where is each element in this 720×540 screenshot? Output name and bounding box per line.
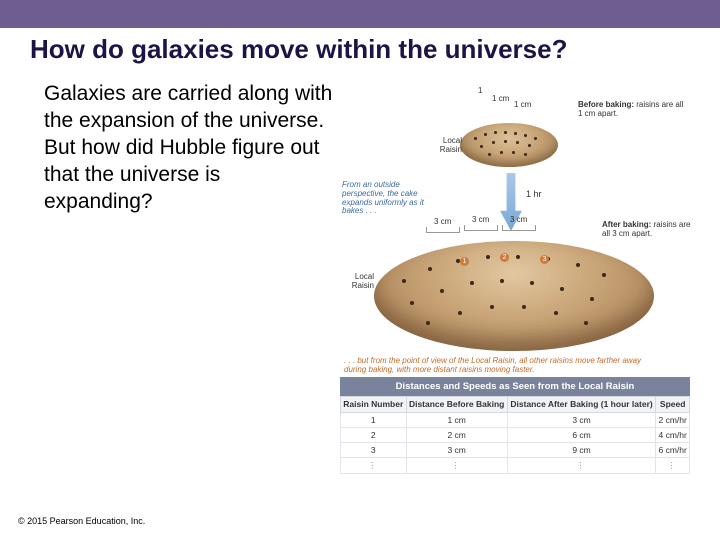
raisin-dot [500, 279, 504, 283]
header-bar [0, 0, 720, 28]
data-table-wrap: Distances and Speeds as Seen from the Lo… [340, 377, 690, 474]
distances-table: Raisin Number Distance Before Baking Dis… [340, 396, 690, 474]
dist-b: 3 cm [472, 215, 489, 224]
raisin-dot [530, 281, 534, 285]
raisin-dot [488, 153, 491, 156]
bracket-b [464, 225, 498, 231]
cell: 1 cm [406, 413, 507, 428]
raisin-dot [492, 141, 495, 144]
raisin-dot [560, 287, 564, 291]
cell-dots: ⋮ [341, 458, 407, 474]
raisin-dot [524, 153, 527, 156]
left-column: Galaxies are carried along with the expa… [44, 81, 334, 474]
raisin-dot [534, 137, 537, 140]
cell: 4 cm/hr [656, 428, 690, 443]
raisin-dot [576, 263, 580, 267]
raisin-num-2: 2 [500, 253, 509, 262]
raisin-dot [516, 141, 519, 144]
cell: 2 [341, 428, 407, 443]
table-row: 1 1 cm 3 cm 2 cm/hr [341, 413, 690, 428]
outside-perspective-note: From an outside perspective, the cake ex… [342, 181, 434, 216]
raisin-dot [458, 311, 462, 315]
right-column: 1 1 cm 1 cm Before baking: raisins are a… [334, 81, 700, 474]
th-speed: Speed [656, 397, 690, 413]
cell: 9 cm [507, 443, 656, 458]
raisin-dot [514, 132, 517, 135]
local-raisin-lg: Local Raisin [340, 273, 374, 291]
large-loaf [374, 241, 654, 351]
local-raisin-sm: Local Raisin [428, 137, 462, 155]
copyright-text: © 2015 Pearson Education, Inc. [18, 516, 145, 526]
raisin-dot [504, 131, 507, 134]
content-area: Galaxies are carried along with the expa… [0, 75, 720, 474]
raisin-dot [494, 131, 497, 134]
cell: 3 cm [507, 413, 656, 428]
raisin-dot [500, 151, 503, 154]
cell-dots: ⋮ [656, 458, 690, 474]
raisin-dot [486, 255, 490, 259]
raisin-dot [602, 273, 606, 277]
dist-a: 3 cm [434, 217, 451, 226]
dist-c: 3 cm [510, 215, 527, 224]
bottom-orange-note: . . . but from the point of view of the … [344, 357, 664, 375]
raisin-dot [484, 133, 487, 136]
raisin-dot [428, 267, 432, 271]
arrow-time-label: 1 hr [526, 189, 542, 199]
th-distance-before: Distance Before Baking [406, 397, 507, 413]
cell: 1 [341, 413, 407, 428]
small-loaf [460, 123, 558, 167]
raisin-dot [516, 255, 520, 259]
raisin-dot [522, 305, 526, 309]
cell-dots: ⋮ [406, 458, 507, 474]
before-bold: Before baking: [578, 100, 634, 109]
cell-dots: ⋮ [507, 458, 656, 474]
raisin-dot [480, 145, 483, 148]
th-raisin-number: Raisin Number [341, 397, 407, 413]
table-row-dots: ⋮ ⋮ ⋮ ⋮ [341, 458, 690, 474]
cell: 2 cm [406, 428, 507, 443]
cell: 6 cm [507, 428, 656, 443]
bracket-a [426, 227, 460, 233]
raisin-dot [470, 281, 474, 285]
raisin-dot [474, 137, 477, 140]
table-title: Distances and Speeds as Seen from the Lo… [340, 377, 690, 396]
slide-title: How do galaxies move within the universe… [0, 28, 720, 75]
table-header-row: Raisin Number Distance Before Baking Dis… [341, 397, 690, 413]
raisin-dot [402, 279, 406, 283]
raisin-bread-figure: 1 1 cm 1 cm Before baking: raisins are a… [340, 81, 690, 371]
body-paragraph: Galaxies are carried along with the expa… [44, 81, 334, 215]
raisin-num-3: 3 [540, 255, 549, 264]
raisin-dot [584, 321, 588, 325]
raisin-dot [528, 144, 531, 147]
sm-dist-a: 1 [478, 87, 482, 96]
table-row: 2 2 cm 6 cm 4 cm/hr [341, 428, 690, 443]
after-bold: After baking: [602, 220, 651, 229]
sm-dist-c: 1 cm [514, 101, 531, 110]
bracket-c [502, 225, 536, 231]
cell: 3 cm [406, 443, 507, 458]
raisin-dot [490, 305, 494, 309]
raisin-dot [504, 140, 507, 143]
raisin-dot [512, 151, 515, 154]
before-baking-label: Before baking: raisins are all 1 cm apar… [578, 101, 688, 119]
raisin-dot [410, 301, 414, 305]
cell: 3 [341, 443, 407, 458]
after-baking-label: After baking: raisins are all 3 cm apart… [602, 221, 692, 239]
raisin-dot [590, 297, 594, 301]
raisin-dot [440, 289, 444, 293]
th-distance-after: Distance After Baking (1 hour later) [507, 397, 656, 413]
cell: 6 cm/hr [656, 443, 690, 458]
cell: 2 cm/hr [656, 413, 690, 428]
sm-dist-b: 1 cm [492, 95, 509, 104]
raisin-dot [554, 311, 558, 315]
raisin-num-1: 1 [460, 257, 469, 266]
table-row: 3 3 cm 9 cm 6 cm/hr [341, 443, 690, 458]
raisin-dot [524, 134, 527, 137]
raisin-dot [426, 321, 430, 325]
